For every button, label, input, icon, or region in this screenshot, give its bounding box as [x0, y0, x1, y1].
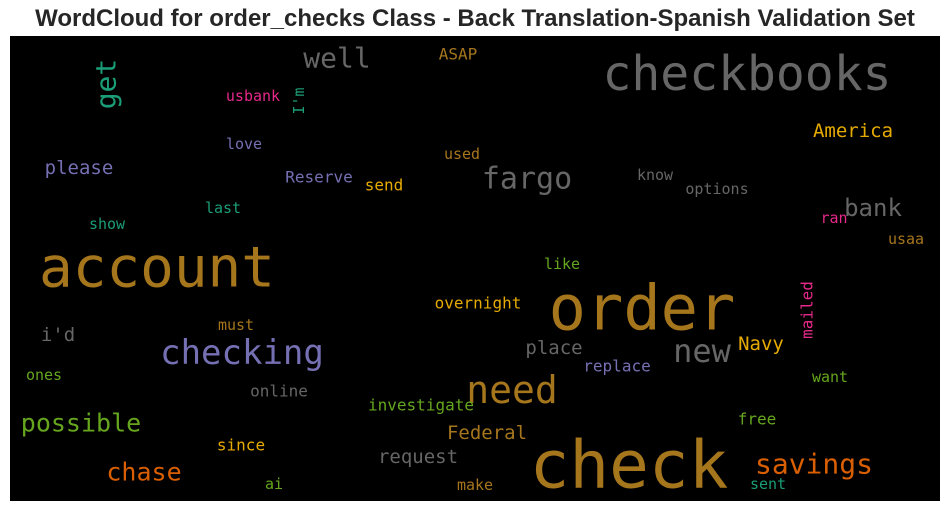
word-overnight: overnight: [435, 294, 522, 313]
word-checkbooks: checkbooks: [603, 46, 892, 102]
word-need: need: [466, 368, 558, 412]
word-usbank: usbank: [226, 87, 280, 105]
word-please: please: [45, 157, 114, 179]
word-navy: Navy: [738, 333, 784, 355]
word-well: well: [303, 42, 370, 75]
word-ai: ai: [265, 475, 283, 493]
word-usaa: usaa: [888, 230, 924, 248]
word-ones: ones: [26, 366, 62, 384]
word-reserve: Reserve: [285, 168, 352, 187]
word-send: send: [365, 176, 404, 195]
word-asap: ASAP: [439, 45, 478, 64]
word-make: make: [457, 476, 493, 494]
word-check: check: [530, 427, 729, 502]
word-since: since: [217, 436, 265, 455]
word-chase: chase: [106, 458, 181, 487]
word-mailed: mailed: [798, 281, 817, 339]
word-request: request: [378, 446, 458, 468]
word-want: want: [812, 368, 848, 386]
word-place: place: [525, 337, 582, 359]
word-fargo: fargo: [482, 162, 572, 197]
word-must: must: [218, 316, 254, 334]
word-i-d: i'd: [41, 324, 75, 346]
word-account: account: [39, 236, 275, 301]
wordcloud-panel: checkbooks account order check checking need n…: [10, 36, 940, 501]
chart-title: WordCloud for order_checks Class - Back …: [35, 5, 915, 32]
word-possible: possible: [21, 409, 141, 438]
word-like: like: [544, 255, 580, 273]
word-replace: replace: [583, 357, 650, 376]
word-america: America: [813, 120, 893, 142]
word-options: options: [685, 180, 748, 198]
word-know: know: [637, 166, 674, 184]
word-checking: checking: [160, 333, 324, 373]
word-savings: savings: [755, 448, 873, 481]
word-free: free: [738, 410, 777, 429]
wordcloud-canvas: checkbooks account order check checking need n…: [21, 42, 924, 502]
word-sent: sent: [750, 475, 786, 493]
word-show: show: [89, 215, 126, 233]
word-investigate: investigate: [368, 396, 474, 415]
word-online: online: [250, 382, 308, 401]
word-get: get: [90, 59, 123, 110]
word-federal: Federal: [447, 422, 527, 444]
word-i-m: I'm: [290, 87, 308, 114]
word-love: love: [226, 135, 262, 153]
word-last: last: [205, 199, 241, 217]
word-bank: bank: [844, 194, 902, 222]
word-ran: ran: [820, 209, 847, 227]
word-used: used: [444, 145, 480, 163]
word-new: new: [673, 332, 732, 370]
word-order: order: [549, 272, 736, 345]
